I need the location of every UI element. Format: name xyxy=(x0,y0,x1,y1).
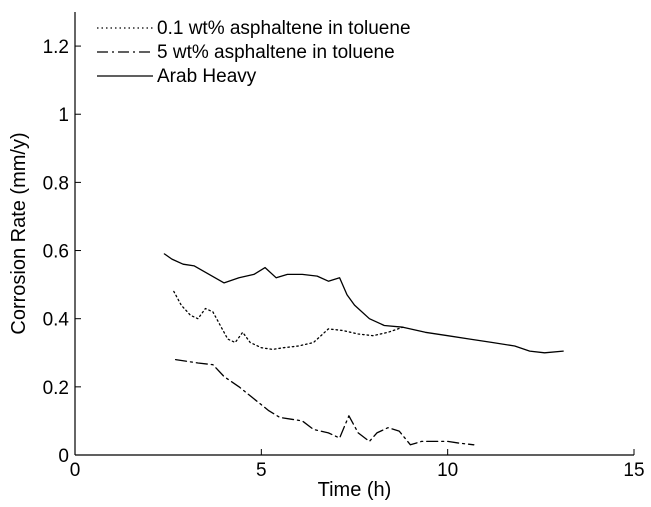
legend-label-3: Arab Heavy xyxy=(157,66,257,87)
series-line-3 xyxy=(163,253,564,354)
y-axis-label: Corrosion Rate (mm/y) xyxy=(8,132,30,334)
y-tick-label: 0.6 xyxy=(43,242,69,263)
y-tick-label: 0.4 xyxy=(43,310,70,331)
y-tick-label: 0 xyxy=(58,446,69,467)
y-tick-label: 0.8 xyxy=(43,173,69,194)
axes: 0 5 10 15 0 0.2 0.4 0.6 0.8 1 1.2 xyxy=(43,12,645,481)
x-tick-label: 0 xyxy=(70,460,81,481)
legend-label-2: 5 wt% asphaltene in toluene xyxy=(157,42,395,63)
series-line-1 xyxy=(173,290,404,351)
x-axis-label: Time (h) xyxy=(318,479,392,501)
x-tick-label: 10 xyxy=(437,460,458,481)
y-tick-label: 0.2 xyxy=(43,378,69,399)
plot-area xyxy=(163,253,564,446)
series-line-2 xyxy=(174,358,475,446)
legend-label-1: 0.1 wt% asphaltene in toluene xyxy=(157,18,411,39)
legend: 0.1 wt% asphaltene in toluene 5 wt% aspha… xyxy=(97,18,411,87)
x-tick-label: 15 xyxy=(623,460,644,481)
x-tick-label: 5 xyxy=(256,460,267,481)
y-tick-label: 1 xyxy=(58,105,69,126)
y-tick-label: 1.2 xyxy=(43,37,69,58)
